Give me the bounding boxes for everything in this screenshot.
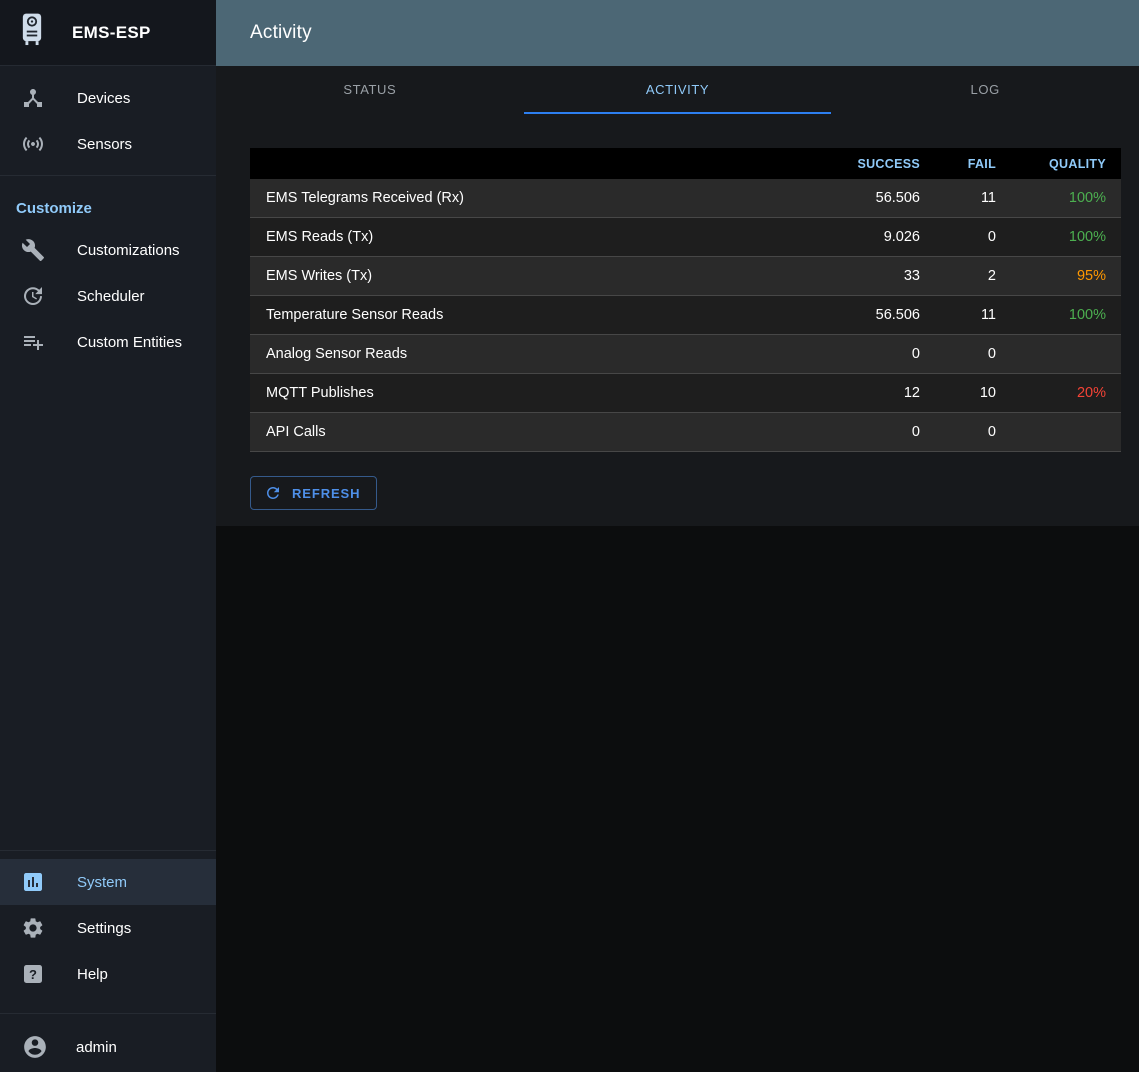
- tabs: STATUS ACTIVITY LOG: [216, 66, 1139, 114]
- sidebar-item-label: Help: [77, 965, 108, 983]
- appbar: Activity: [216, 0, 1139, 66]
- user-menu[interactable]: admin: [0, 1022, 216, 1072]
- fail-value: 10: [979, 385, 996, 401]
- sidebar-nav-top: Devices Sensors: [0, 66, 216, 167]
- success-value: 56.506: [875, 307, 920, 323]
- sidebar-item-label: Custom Entities: [77, 333, 183, 351]
- fail-value: 11: [980, 307, 996, 323]
- table-row: Temperature Sensor Reads 56.506 11 100%: [250, 296, 1121, 335]
- table-row: EMS Telegrams Received (Rx) 56.506 11 100%: [250, 179, 1121, 218]
- help-icon: ?: [21, 962, 45, 986]
- fail-value: 0: [987, 229, 996, 245]
- column-header-fail: FAIL: [967, 156, 996, 171]
- column-header-quality: QUALITY: [1049, 156, 1106, 171]
- table-row: API Calls 0 0: [250, 413, 1121, 452]
- refresh-icon: [264, 484, 282, 502]
- sensors-icon: [21, 132, 45, 156]
- success-value: 0: [911, 424, 920, 440]
- tab-activity[interactable]: ACTIVITY: [523, 66, 832, 114]
- brand-header: EMS-ESP: [0, 0, 216, 66]
- refresh-button-label: REFRESH: [292, 485, 361, 501]
- quality-value: 100%: [1068, 307, 1106, 323]
- sidebar-item-label: Sensors: [77, 135, 133, 153]
- device-hub-icon: [21, 86, 45, 110]
- fail-value: 2: [987, 268, 996, 284]
- sidebar-item-label: Devices: [77, 89, 131, 107]
- table-row: EMS Writes (Tx) 33 2 95%: [250, 257, 1121, 296]
- tab-content: SUCCESS FAIL QUALITY EMS Telegrams Receive…: [216, 114, 1139, 510]
- success-value: 56.506: [875, 190, 920, 206]
- sidebar: EMS-ESP Devices Sensors Customize Customi…: [0, 0, 216, 1072]
- refresh-button[interactable]: REFRESH: [250, 476, 378, 510]
- activity-panel: STATUS ACTIVITY LOG SUCCESS FAIL QUALITY EMS…: [216, 66, 1139, 526]
- sidebar-nav-bottom: System Settings? Help: [0, 859, 216, 997]
- construction-icon: [21, 238, 45, 262]
- metric-name: MQTT Publishes: [266, 385, 374, 401]
- sidebar-item-devices[interactable]: Devices: [0, 75, 216, 121]
- sidebar-item-system[interactable]: System: [0, 859, 216, 905]
- ems-esp-logo-icon: [16, 13, 48, 52]
- metric-name: EMS Writes (Tx): [266, 268, 373, 284]
- fail-value: 11: [980, 190, 996, 206]
- sidebar-nav-customize: Customizations Scheduler Custom Entities: [0, 227, 216, 365]
- quality-value: 20%: [1076, 385, 1106, 401]
- activity-table: SUCCESS FAIL QUALITY EMS Telegrams Receive…: [250, 148, 1121, 452]
- metric-name: API Calls: [266, 424, 326, 440]
- brand-title: EMS-ESP: [72, 22, 151, 42]
- divider: [0, 175, 216, 176]
- tab-status[interactable]: STATUS: [343, 81, 397, 97]
- sidebar-item-help[interactable]: ? Help: [0, 951, 216, 997]
- page-title: Activity: [250, 22, 312, 43]
- tab-log[interactable]: LOG: [970, 81, 1000, 97]
- success-value: 12: [903, 385, 920, 401]
- sidebar-section-customize: Customize: [16, 200, 92, 217]
- quality-value: 100%: [1068, 229, 1106, 245]
- success-value: 33: [903, 268, 920, 284]
- success-value: 0: [911, 346, 920, 362]
- gear-icon: [21, 916, 45, 940]
- table-row: MQTT Publishes 12 10 20%: [250, 374, 1121, 413]
- sidebar-item-custom-entities[interactable]: Custom Entities: [0, 319, 216, 365]
- sidebar-item-scheduler[interactable]: Scheduler: [0, 273, 216, 319]
- update-clock-icon: [21, 284, 45, 308]
- sidebar-item-label: Scheduler: [77, 287, 145, 305]
- table-body: EMS Telegrams Received (Rx) 56.506 11 100% E…: [250, 179, 1121, 452]
- playlist-add-icon: [21, 330, 45, 354]
- fail-value: 0: [987, 346, 996, 362]
- table-row: Analog Sensor Reads 0 0: [250, 335, 1121, 374]
- metric-name: Temperature Sensor Reads: [266, 307, 444, 323]
- success-value: 9.026: [883, 229, 920, 245]
- column-header-success: SUCCESS: [857, 156, 920, 171]
- sidebar-item-settings[interactable]: Settings: [0, 905, 216, 951]
- fail-value: 0: [987, 424, 996, 440]
- quality-value: 100%: [1068, 190, 1106, 206]
- svg-text:?: ?: [29, 967, 37, 982]
- quality-value: 95%: [1076, 268, 1106, 284]
- sidebar-item-label: System: [77, 873, 128, 891]
- sidebar-item-sensors[interactable]: Sensors: [0, 121, 216, 167]
- metric-name: EMS Telegrams Received (Rx): [266, 190, 464, 206]
- divider: [0, 850, 216, 851]
- sidebar-spacer: [0, 365, 216, 842]
- table-row: EMS Reads (Tx) 9.026 0 100%: [250, 218, 1121, 257]
- account-circle-icon: [22, 1034, 48, 1060]
- main: Activity STATUS ACTIVITY LOG SUCCESS FAIL QU…: [216, 0, 1139, 1072]
- analytics-icon: [21, 870, 45, 894]
- table-header-row: SUCCESS FAIL QUALITY: [250, 148, 1121, 179]
- divider: [0, 1013, 216, 1014]
- sidebar-item-label: Settings: [77, 919, 132, 937]
- metric-name: Analog Sensor Reads: [266, 346, 408, 362]
- metric-name: EMS Reads (Tx): [266, 229, 374, 245]
- sidebar-item-customizations[interactable]: Customizations: [0, 227, 216, 273]
- username: admin: [76, 1038, 117, 1056]
- sidebar-item-label: Customizations: [77, 241, 180, 259]
